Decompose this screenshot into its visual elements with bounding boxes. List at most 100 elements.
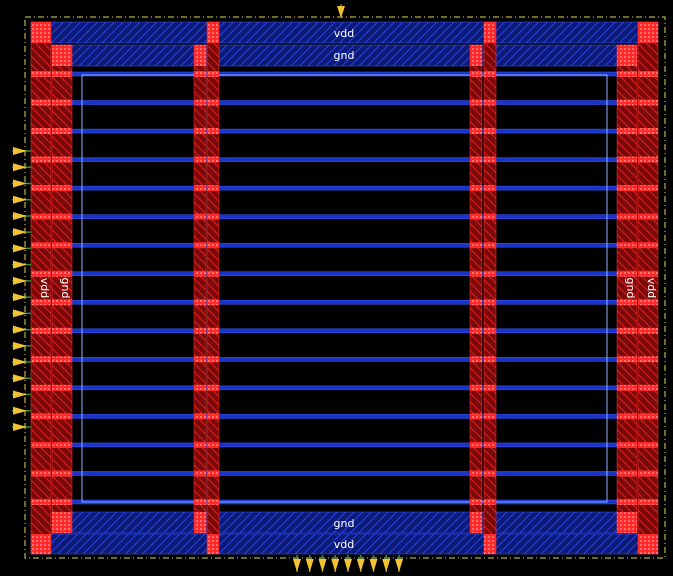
- via: [638, 441, 658, 448]
- left-vdd-label: vdd: [38, 278, 51, 298]
- left-pin: [13, 341, 27, 350]
- via: [194, 441, 206, 448]
- via: [31, 242, 51, 249]
- via: [617, 185, 637, 192]
- left-pin: [13, 390, 27, 399]
- via: [470, 185, 482, 192]
- left-gnd-label: gnd: [59, 278, 72, 299]
- power-stripe: [71, 300, 618, 305]
- via: [484, 534, 496, 554]
- via: [470, 356, 482, 363]
- core-area-outline: [81, 74, 608, 503]
- via: [52, 413, 72, 420]
- via: [194, 270, 206, 277]
- via: [207, 128, 219, 135]
- via: [617, 441, 637, 448]
- left-pin: [13, 276, 27, 285]
- via: [207, 242, 219, 249]
- power-stripe: [71, 128, 618, 134]
- via: [31, 22, 51, 43]
- bottom-pin: [369, 559, 378, 572]
- via: [31, 299, 51, 306]
- via: [617, 499, 637, 505]
- via: [31, 327, 51, 334]
- bottom-pin: [356, 559, 365, 572]
- via: [194, 128, 206, 135]
- via: [617, 384, 637, 391]
- via: [207, 534, 219, 554]
- via: [207, 185, 219, 192]
- power-stripe: [71, 214, 618, 219]
- bottom-vdd-label: vdd: [334, 538, 354, 551]
- via: [470, 99, 482, 106]
- via: [638, 185, 658, 192]
- bottom-pin: [395, 559, 403, 572]
- via: [194, 499, 206, 505]
- via: [52, 242, 72, 249]
- via: [484, 270, 496, 277]
- bottom-gnd-label: gnd: [334, 517, 355, 530]
- left-pin: [13, 228, 27, 237]
- via: [638, 213, 658, 220]
- via: [484, 156, 496, 163]
- via: [207, 470, 219, 477]
- bottom-pin: [305, 559, 314, 572]
- left-pin: [13, 211, 27, 220]
- power-stripe: [71, 328, 618, 334]
- strap-1-gnd: [193, 44, 207, 534]
- via: [617, 156, 637, 163]
- via: [31, 156, 51, 163]
- left-pin: [13, 309, 27, 318]
- via: [638, 242, 658, 249]
- via: [194, 99, 206, 106]
- power-stripe: [71, 242, 618, 248]
- via: [470, 71, 482, 77]
- via: [207, 356, 219, 363]
- via: [52, 356, 72, 363]
- via: [31, 128, 51, 135]
- io-pins: [12, 4, 403, 572]
- via: [617, 213, 637, 220]
- right-vdd-label: vdd: [645, 278, 658, 298]
- top-pin: [337, 6, 345, 18]
- via: [638, 22, 658, 43]
- via: [484, 384, 496, 391]
- via: [207, 499, 219, 505]
- left-pin: [13, 423, 27, 431]
- via: [194, 512, 206, 533]
- via: [484, 22, 496, 43]
- via: [194, 470, 206, 477]
- power-stripe: [71, 471, 618, 476]
- via: [638, 499, 658, 505]
- via: [52, 185, 72, 192]
- vias: [31, 22, 658, 554]
- right-gnd-label: gnd: [624, 278, 637, 299]
- power-stripe: [71, 414, 618, 419]
- via: [470, 213, 482, 220]
- via: [52, 470, 72, 477]
- via: [207, 441, 219, 448]
- via: [194, 156, 206, 163]
- via: [638, 356, 658, 363]
- power-stripe: [71, 185, 618, 191]
- via: [207, 413, 219, 420]
- via: [470, 270, 482, 277]
- via: [484, 71, 496, 77]
- via: [207, 270, 219, 277]
- via: [207, 99, 219, 106]
- via: [194, 213, 206, 220]
- via: [638, 71, 658, 77]
- via: [31, 99, 51, 106]
- bottom-pin: [318, 559, 327, 572]
- left-pin: [13, 244, 27, 253]
- bottom-pin: [293, 559, 301, 572]
- via: [470, 413, 482, 420]
- via: [484, 356, 496, 363]
- via: [52, 499, 72, 505]
- left-pin: [13, 406, 27, 415]
- via: [31, 534, 51, 554]
- via: [617, 512, 637, 533]
- via: [484, 327, 496, 334]
- via: [617, 99, 637, 106]
